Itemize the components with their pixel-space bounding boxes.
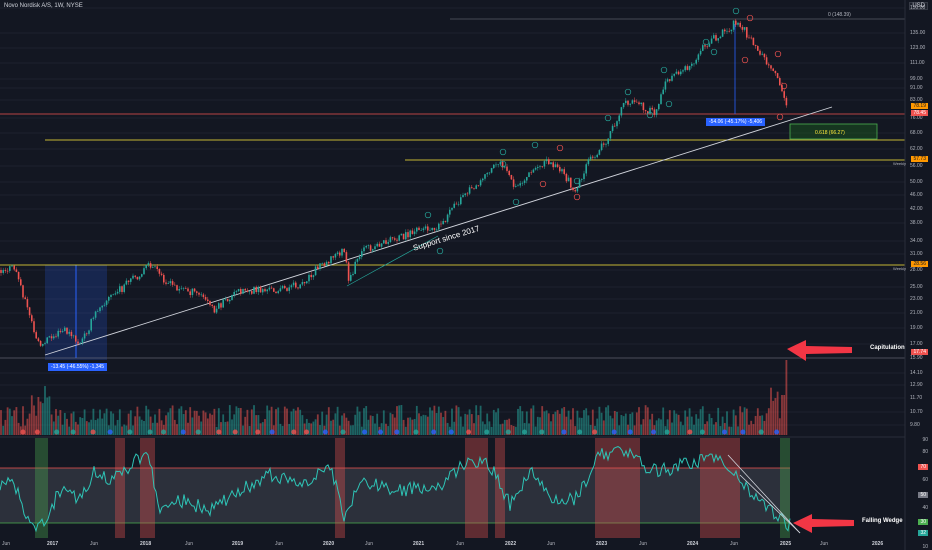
price-tick-label: 76.00 (910, 115, 923, 121)
fib-618-box (789, 123, 878, 140)
time-tick-label: 2024 (687, 541, 699, 547)
price-tick-label: 25.00 (910, 284, 923, 290)
time-tick-label: 2020 (323, 541, 335, 547)
price-tick-label: 17.00 (910, 341, 923, 347)
rsi-70-badge: 70 (918, 464, 928, 470)
price-tick-label: 10.70 (910, 409, 923, 415)
weekly-label-low: Weekly (893, 266, 907, 271)
rsi-50-badge: 50 (918, 492, 928, 498)
price-tick-label: 28.00 (910, 267, 923, 273)
price-tick-label: 123.00 (910, 45, 926, 51)
falling-wedge-lower (739, 474, 801, 534)
time-tick-label: 2025 (780, 541, 792, 547)
weekly-label-high: Weekly (893, 161, 907, 166)
grid-lines (0, 7, 905, 426)
price-tick-label: 68.00 (910, 130, 923, 136)
volume-bars (0, 360, 788, 435)
rsi-band (0, 468, 790, 523)
price-tick-label: 135.00 (910, 30, 926, 36)
price-tick-label: 23.00 (910, 296, 923, 302)
capitulation-badge: 17.74 (911, 349, 928, 355)
rsi-tick-label: 10 (922, 544, 928, 550)
price-candles (0, 18, 788, 348)
weekly-low-badge: 28.56 (911, 261, 928, 267)
price-tick-label: 50.00 (910, 179, 923, 185)
time-tick-label: Jun (275, 541, 284, 547)
time-tick-label: Jun (456, 541, 465, 547)
time-tick-label: 2022 (505, 541, 517, 547)
price-top-badge: 78.19 (911, 103, 928, 109)
price-tick-label: 150.00 (910, 5, 926, 11)
rsi-value-badge: 32 (918, 530, 928, 536)
measure-2024-label: -54.06 (-45.17%) -5,406 (706, 118, 766, 126)
time-tick-label: 2019 (232, 541, 244, 547)
time-tick-label: 2021 (413, 541, 425, 547)
price-tick-label: 38.00 (910, 220, 923, 226)
time-tick-label: 2017 (47, 541, 59, 547)
rsi-30-badge: 30 (918, 519, 928, 525)
price-tick-label: 46.00 (910, 192, 923, 198)
price-tick-label: 15.90 (910, 355, 923, 361)
capitulation-arrow (787, 340, 852, 361)
price-tick-label: 42.00 (910, 206, 923, 212)
rsi-tick-label: 80 (922, 449, 928, 455)
weekly-high-badge: 57.73 (911, 156, 928, 162)
time-tick-label: Jun (2, 541, 11, 547)
price-tick-label: 99.00 (910, 76, 923, 82)
current-price-badge: 78.45 (911, 110, 928, 116)
time-tick-label: Jun (90, 541, 99, 547)
rsi-tick-label: 40 (922, 505, 928, 511)
price-tick-label: 111.00 (910, 60, 925, 66)
price-tick-label: 14.10 (910, 370, 923, 376)
rsi-line (0, 446, 791, 533)
measure-2016-label: -13.45 (-46.55%) -1,345 (48, 363, 108, 371)
price-tick-label: 12.90 (910, 382, 923, 388)
price-tick-label: 91.00 (910, 85, 923, 91)
price-tick-label: 9.80 (910, 422, 920, 428)
rsi-tick-label: 90 (922, 437, 928, 443)
fib-top-label: 0 (148.39) (828, 12, 851, 18)
event-icons-row[interactable] (20, 429, 780, 435)
capitulation-label: Capitulation (870, 345, 905, 351)
time-tick-label: Jun (365, 541, 374, 547)
price-tick-label: 19.00 (910, 325, 923, 331)
time-tick-label: Jun (185, 541, 194, 547)
falling-wedge-label: Falling Wedge (862, 518, 903, 524)
price-tick-label: 21.00 (910, 310, 923, 316)
fib-618-label: 0.618 (66.27) (815, 130, 845, 136)
time-tick-label: 2018 (140, 541, 152, 547)
chart-title[interactable]: Novo Nordisk A/S, 1W, NYSE (4, 3, 83, 9)
price-tick-label: 34.00 (910, 238, 923, 244)
falling-wedge-upper (727, 454, 801, 534)
rsi-tick-label: 60 (922, 477, 928, 483)
time-tick-label: 2026 (872, 541, 884, 547)
price-tick-label: 11.70 (910, 395, 923, 401)
price-tick-label: 31.00 (910, 251, 923, 257)
currency-selector[interactable]: USD (909, 2, 928, 10)
support-trendline (44, 106, 833, 356)
time-tick-label: Jun (547, 541, 556, 547)
time-tick-label: 2023 (596, 541, 608, 547)
price-tick-label: 83.00 (910, 97, 923, 103)
time-tick-label: Jun (820, 541, 829, 547)
wave-markers (424, 7, 788, 255)
correction-line-2020 (346, 235, 439, 287)
time-tick-label: Jun (639, 541, 648, 547)
time-tick-label: Jun (730, 541, 739, 547)
falling-wedge-arrow (793, 514, 854, 533)
price-tick-label: 62.00 (910, 146, 923, 152)
price-tick-label: 56.00 (910, 163, 923, 169)
